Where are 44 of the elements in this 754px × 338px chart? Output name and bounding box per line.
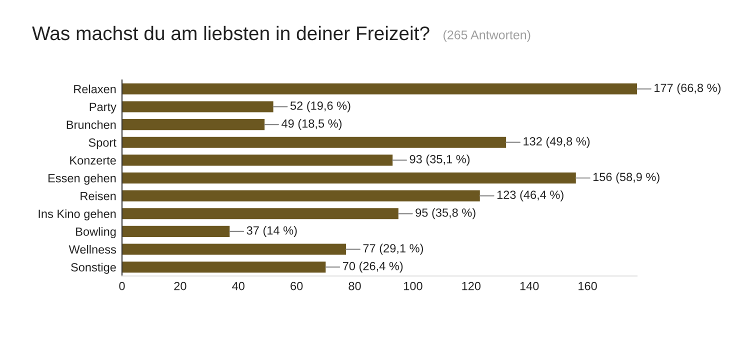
bar — [122, 119, 265, 130]
data-label: 156 (58,9 %) — [593, 172, 660, 184]
bar — [122, 226, 230, 237]
x-tick-label: 120 — [462, 282, 481, 290]
y-tick-label: Reisen — [80, 192, 116, 200]
data-label: 95 (35,8 %) — [416, 208, 476, 220]
bar — [122, 244, 346, 255]
data-label: 49 (18,5 %) — [282, 119, 342, 130]
data-label: 123 (46,4 %) — [497, 190, 564, 202]
data-label: 177 (66,8 %) — [654, 83, 721, 94]
bar — [122, 101, 274, 112]
bar — [122, 190, 480, 202]
y-tick-label: Sport — [88, 138, 116, 150]
x-tick-label: 0 — [119, 282, 125, 290]
y-tick-label: Essen gehen — [48, 174, 116, 185]
y-tick-label: Ins Kino gehen — [38, 209, 116, 220]
bar — [122, 172, 576, 184]
x-tick-label: 100 — [404, 282, 422, 290]
y-tick-label: Brunchen — [66, 120, 116, 129]
bar — [122, 208, 398, 220]
x-tick-label: 60 — [290, 282, 303, 290]
y-tick-label: Bowling — [76, 227, 116, 238]
bar — [122, 154, 393, 166]
y-tick-label: Relaxen — [74, 84, 116, 94]
data-label: 132 (49,8 %) — [524, 136, 590, 148]
data-label: 37 (14 %) — [246, 226, 297, 237]
y-tick-label: Wellness — [68, 244, 116, 254]
bar — [122, 83, 637, 94]
y-tick-label: Konzerte — [70, 156, 116, 165]
x-tick-label: 80 — [348, 282, 361, 290]
x-tick-label: 160 — [578, 282, 597, 290]
bar — [122, 136, 506, 148]
data-label: 77 (29,1 %) — [363, 244, 423, 255]
bar — [122, 262, 326, 273]
y-tick-label: Sonstige — [71, 262, 116, 274]
data-label: 93 (35,1 %) — [410, 154, 470, 166]
data-label: 70 (26,4 %) — [342, 262, 403, 273]
x-tick-label: 40 — [232, 282, 244, 290]
chart-subtitle: (265 Antworten) — [444, 30, 530, 42]
x-tick-label: 20 — [174, 282, 186, 290]
x-tick-label: 140 — [520, 282, 539, 290]
chart-title: Was machst du am liebsten in deiner Freizeit? — [32, 26, 430, 40]
y-tick-label: Party — [90, 102, 116, 114]
data-label: 52 (19,6 %) — [290, 101, 350, 112]
